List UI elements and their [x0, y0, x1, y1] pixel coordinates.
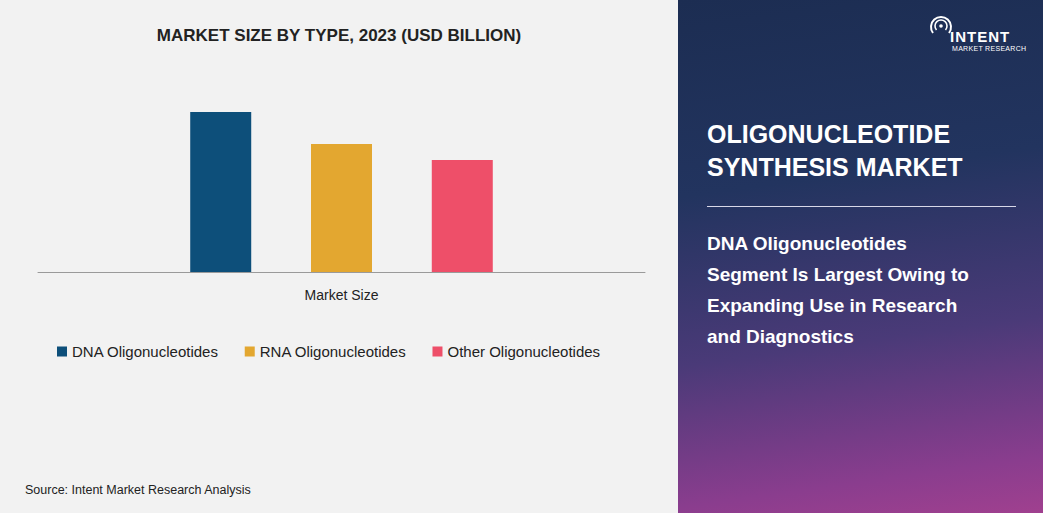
html-text:Expanding Use in Research: Expanding Use in Research: [707, 295, 958, 316]
html-text:DNA Oligonucleotides: DNA Oligonucleotides: [707, 233, 907, 254]
svg-text:Other Oligonucleotides: Other Oligonucleotides: [447, 343, 600, 360]
html-text:and Diagnostics: and Diagnostics: [707, 326, 854, 347]
html-text:Segment Is Largest Owing to: Segment Is Largest Owing to: [707, 264, 969, 285]
svg-text:Market Size: Market Size: [305, 287, 379, 303]
svg-text:MARKET SIZE BY TYPE, 2023 (USD: MARKET SIZE BY TYPE, 2023 (USD BILLION): [157, 26, 521, 45]
html-text:OLIGONUCLEOTIDE: OLIGONUCLEOTIDE: [707, 120, 951, 148]
svg-text:DNA Oligonucleotides: DNA Oligonucleotides: [72, 343, 218, 360]
html-text:INTENT: INTENT: [950, 28, 1011, 45]
html-text:MARKET RESEARCH: MARKET RESEARCH: [952, 45, 1027, 52]
html-text:Source: Intent Market Research: Source: Intent Market Research Analysis: [25, 483, 251, 497]
svg-text:RNA Oligonucleotides: RNA Oligonucleotides: [260, 343, 406, 360]
html-text:SYNTHESIS MARKET: SYNTHESIS MARKET: [707, 153, 963, 181]
